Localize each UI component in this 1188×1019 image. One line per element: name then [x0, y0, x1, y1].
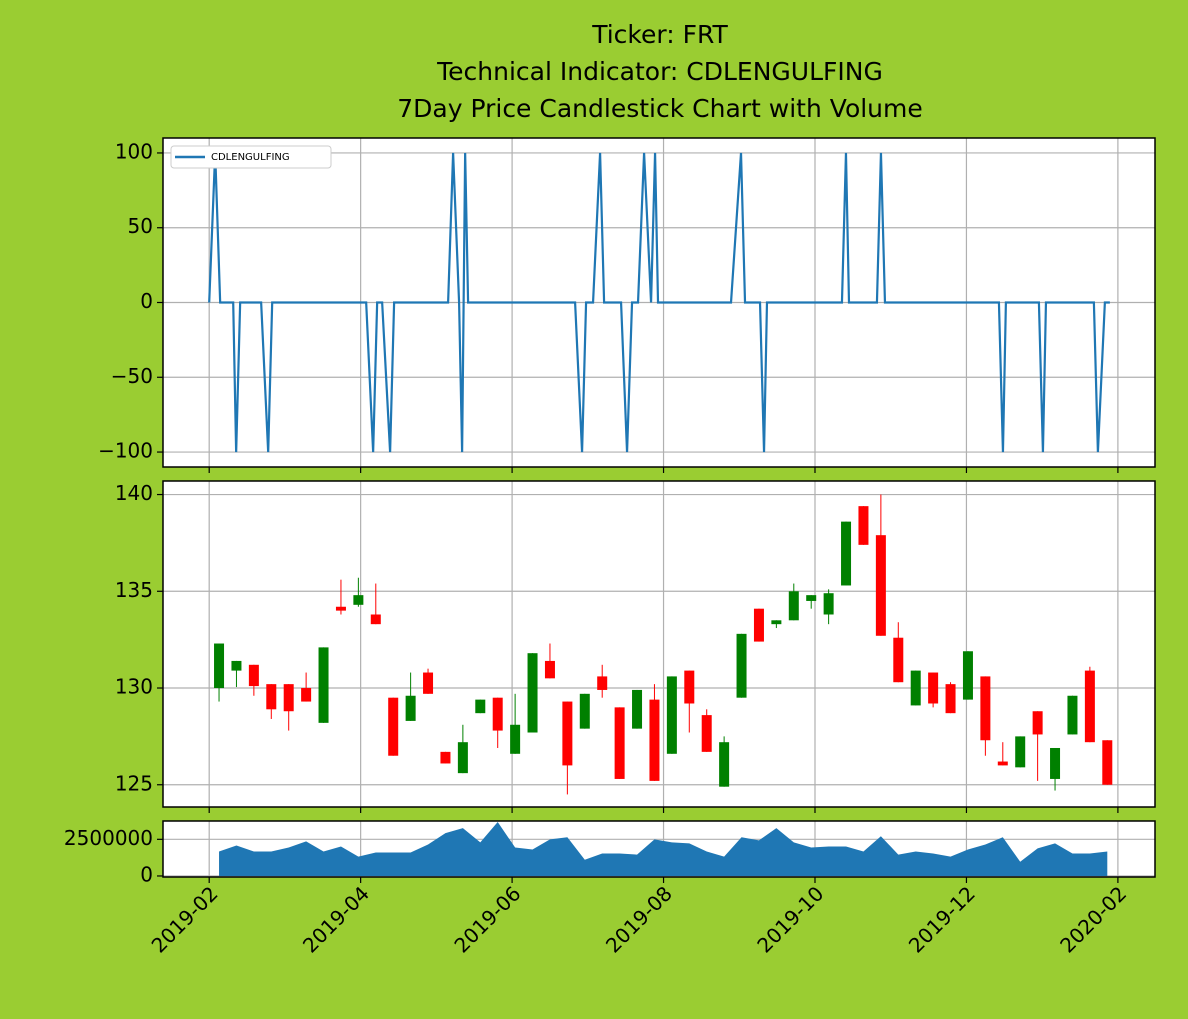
candle-body	[788, 591, 799, 621]
candle-body	[457, 742, 468, 774]
candle-body	[1015, 736, 1026, 768]
candle-body	[736, 633, 747, 698]
candle-body	[701, 715, 712, 752]
y-tick-label: 0	[140, 862, 153, 886]
candle-body	[510, 724, 521, 754]
y-tick-label: −50	[111, 364, 153, 388]
candle-body	[1050, 747, 1061, 779]
candle-body	[335, 606, 346, 611]
chart-title: Technical Indicator: CDLENGULFING	[436, 57, 883, 86]
x-tick-label: 2019-08	[601, 881, 677, 957]
candle-body	[614, 707, 625, 779]
candle-body	[858, 506, 869, 545]
candle-body	[248, 664, 259, 687]
volume-area	[219, 822, 1108, 876]
chart-title: Ticker: FRT	[591, 20, 728, 49]
x-tick-label: 2019-12	[904, 881, 980, 957]
candle-body	[492, 697, 503, 731]
candle-body	[753, 608, 764, 642]
candle-body	[875, 535, 886, 636]
candle-body	[1032, 711, 1043, 735]
candle-body	[405, 695, 416, 721]
y-tick-label: 130	[115, 675, 153, 699]
candle-body	[684, 670, 695, 704]
y-tick-label: 135	[115, 578, 153, 602]
y-tick-label: 100	[115, 139, 153, 163]
x-tick-label: 2019-04	[298, 881, 374, 957]
candle-body	[980, 676, 991, 741]
candle-body	[301, 688, 312, 702]
candle-body	[910, 670, 921, 706]
candle-body	[231, 660, 242, 671]
candle-body	[318, 647, 329, 723]
candle-body	[544, 660, 555, 679]
y-tick-label: 2500000	[64, 826, 153, 850]
candle-body	[841, 521, 852, 586]
indicator-line	[208, 152, 1110, 453]
candle-body	[370, 614, 381, 625]
candle-body	[423, 672, 434, 694]
legend-label: CDLENGULFING	[211, 152, 290, 163]
candle-body	[893, 637, 904, 683]
y-tick-label: 0	[140, 289, 153, 313]
candle-body	[771, 620, 782, 625]
candle-body	[823, 593, 834, 615]
y-tick-label: 50	[128, 214, 153, 238]
x-tick-label: 2019-10	[752, 881, 828, 957]
candle-body	[928, 672, 939, 704]
candle-body	[806, 595, 817, 601]
candle-body	[649, 699, 660, 781]
y-tick-label: −100	[98, 439, 153, 463]
chart-title: 7Day Price Candlestick Chart with Volume	[397, 94, 923, 123]
legend-box	[170, 145, 332, 169]
candle-body	[719, 742, 730, 787]
y-tick-label: 125	[115, 771, 153, 795]
plot-frame	[162, 480, 1156, 808]
x-tick-label: 2019-02	[147, 881, 223, 957]
candle-body	[1067, 695, 1078, 735]
candle-body	[266, 684, 277, 710]
candle-body	[997, 761, 1008, 766]
candle-body	[579, 693, 590, 729]
candle-body	[1102, 740, 1113, 785]
x-tick-label: 2020-02	[1055, 881, 1131, 957]
candle-body	[475, 699, 486, 714]
plot-frame	[162, 137, 1156, 468]
candle-body	[562, 701, 573, 766]
candle-body	[597, 676, 608, 690]
candle-body	[214, 643, 225, 689]
x-tick-label: 2019-06	[449, 881, 525, 957]
y-tick-label: 140	[115, 481, 153, 505]
candle-body	[962, 651, 973, 700]
candle-body	[388, 697, 399, 756]
candle-body	[1084, 670, 1095, 743]
candle-body	[283, 684, 294, 712]
candle-body	[527, 653, 538, 733]
candle-body	[632, 689, 643, 729]
candle-body	[945, 684, 956, 714]
candle-body	[440, 751, 451, 764]
candle-body	[666, 676, 677, 754]
plot-frame	[162, 820, 1156, 878]
candle-body	[353, 595, 364, 605]
